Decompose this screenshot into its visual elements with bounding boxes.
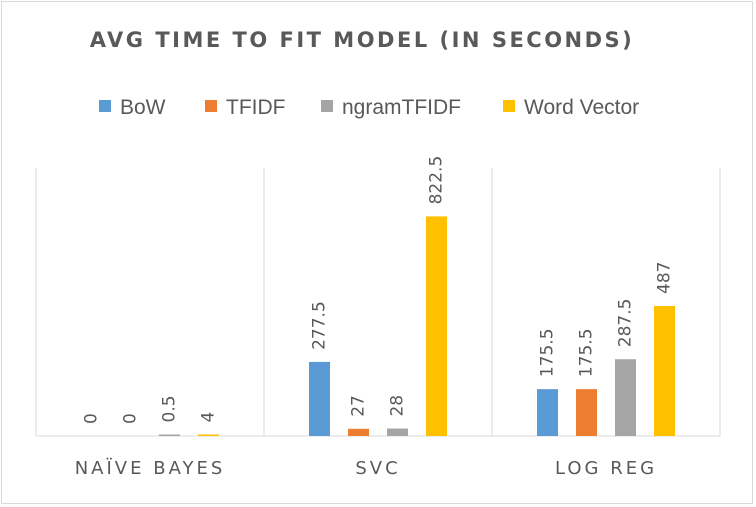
bar (576, 389, 597, 436)
data-label: 822.5 (427, 156, 447, 205)
bar (309, 361, 330, 436)
bar (198, 434, 219, 436)
data-label: 287.5 (616, 299, 636, 348)
category-label: NAÏVE BAYES (75, 458, 226, 479)
legend-label-ngramtfidf: ngramTFIDF (342, 96, 462, 119)
bar (654, 305, 675, 436)
bar (348, 428, 369, 436)
legend-item-tfidf: TFIDF (205, 94, 285, 122)
data-label: 0 (121, 413, 141, 424)
data-label: 4 (199, 412, 219, 423)
legend-item-word-vector: Word Vector (503, 94, 639, 122)
chart-title: AVG TIME TO FIT MODEL (IN SECONDS) (89, 28, 635, 52)
data-label: 175.5 (538, 328, 558, 377)
bar (159, 434, 180, 436)
legend-swatch-bow (99, 100, 111, 113)
data-label: 27 (349, 395, 369, 417)
legend-swatch-tfidf (205, 100, 217, 113)
data-label: 277.5 (310, 301, 330, 350)
bar (426, 216, 447, 436)
legend-swatch-ngramtfidf (321, 100, 333, 113)
bar (387, 428, 408, 436)
legend-item-ngramtfidf: ngramTFIDF (321, 94, 461, 122)
category-label: LOG REG (555, 458, 657, 479)
category-label: SVC (355, 458, 400, 479)
data-label: 175.5 (577, 328, 597, 377)
legend: BoW TFIDF ngramTFIDF Word Vector (0, 94, 756, 122)
legend-label-bow: BoW (120, 96, 166, 119)
bar (615, 359, 636, 436)
data-label: 28 (388, 395, 408, 417)
legend-label-word-vector: Word Vector (524, 96, 640, 119)
data-label: 0.5 (160, 395, 180, 422)
bar (537, 389, 558, 436)
legend-swatch-word-vector (503, 100, 515, 113)
data-label: 0 (82, 413, 102, 424)
legend-item-bow: BoW (99, 94, 166, 122)
legend-label-tfidf: TFIDF (226, 96, 286, 119)
data-label: 487 (655, 262, 675, 294)
